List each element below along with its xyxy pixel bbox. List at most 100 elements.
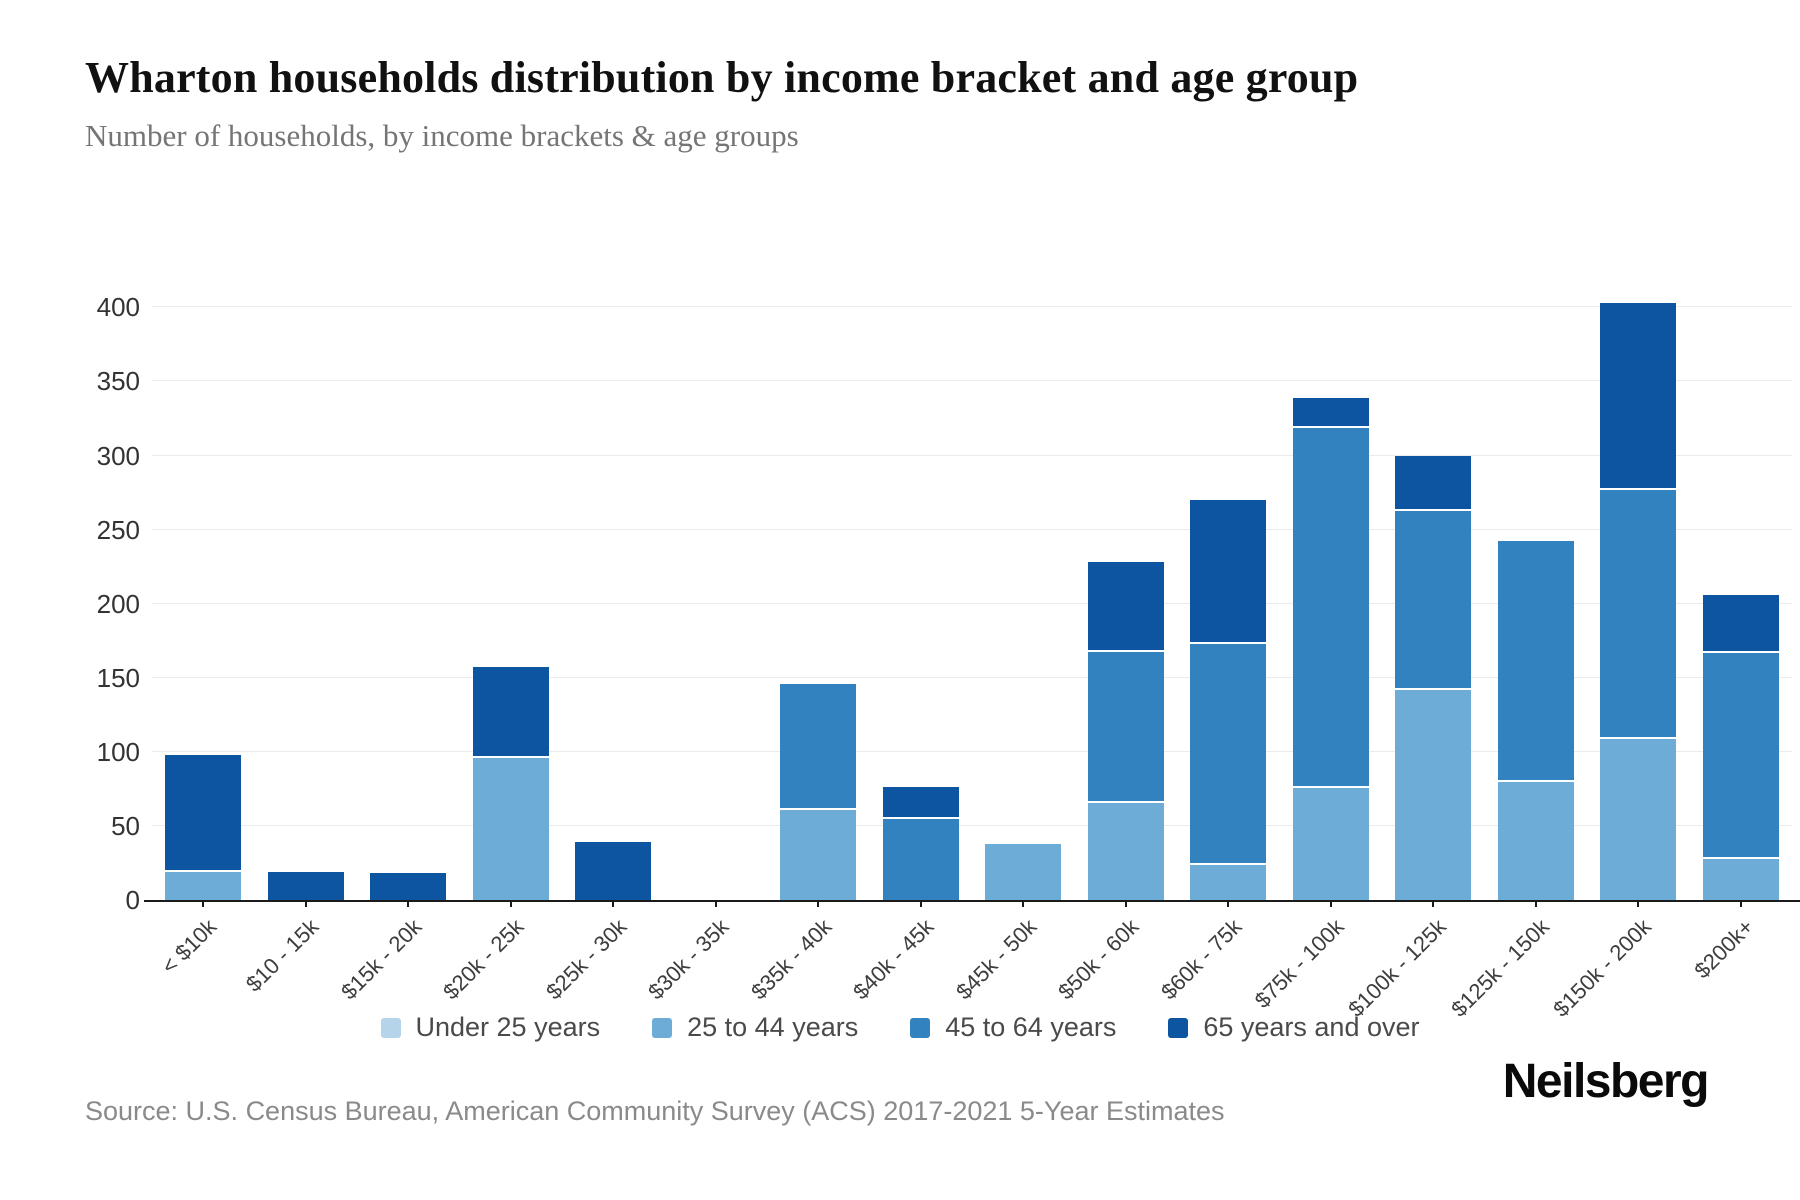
bar-segment[interactable] bbox=[1087, 800, 1164, 900]
gridline-y-50 bbox=[152, 824, 1792, 826]
x-tick-label: $20k - 25k bbox=[438, 914, 529, 1005]
bar-segment[interactable] bbox=[1292, 785, 1369, 900]
y-tick-label-400: 400 bbox=[96, 292, 140, 323]
y-tick-label-0: 0 bbox=[125, 885, 140, 915]
x-tick-label: $10 - 15k bbox=[240, 914, 324, 997]
bar-segment[interactable] bbox=[780, 683, 857, 809]
x-tick-mark bbox=[1227, 900, 1230, 907]
bar-slot-5: $30k - 35k bbox=[643, 260, 768, 1004]
bar-segment[interactable] bbox=[1497, 541, 1574, 780]
bar-segment[interactable] bbox=[882, 787, 959, 818]
x-tick-label: < $10k bbox=[156, 914, 221, 979]
bar-segment[interactable] bbox=[882, 817, 959, 900]
gridline-y-150 bbox=[152, 676, 1792, 678]
bar-segment[interactable] bbox=[472, 667, 549, 757]
y-tick-label-150: 150 bbox=[96, 662, 140, 693]
x-tick-mark bbox=[1739, 900, 1742, 907]
x-tick-mark bbox=[509, 900, 512, 907]
legend-label: 65 years and over bbox=[1203, 1012, 1420, 1042]
stacked-bar-9 bbox=[1087, 562, 1164, 900]
bar-segment[interactable] bbox=[985, 843, 1062, 900]
legend-swatch-icon bbox=[910, 1017, 931, 1038]
x-tick-mark bbox=[1432, 900, 1435, 907]
chart-legend: Under 25 years 25 to 44 years 45 to 64 yea… bbox=[0, 1012, 1800, 1043]
bar-slot-13: $125k - 150k bbox=[1446, 260, 1588, 1022]
bar-segment[interactable] bbox=[1395, 455, 1472, 509]
x-tick-mark bbox=[1124, 900, 1127, 907]
y-tick-label-350: 350 bbox=[96, 366, 140, 397]
bar-segment[interactable] bbox=[575, 842, 652, 900]
legend-label: Under 25 years bbox=[415, 1012, 601, 1042]
bar-segment[interactable] bbox=[1395, 688, 1472, 900]
bar-slot-11: $75k - 100k bbox=[1249, 260, 1383, 1013]
stacked-bar-0 bbox=[165, 754, 242, 900]
bar-slot-6: $35k - 40k bbox=[746, 260, 870, 1004]
x-tick-mark bbox=[612, 900, 615, 907]
x-tick-label: $125k - 150k bbox=[1445, 914, 1554, 1022]
x-tick-mark bbox=[1534, 900, 1537, 907]
x-tick-mark bbox=[817, 900, 820, 907]
legend-item-0[interactable]: Under 25 years bbox=[380, 1012, 601, 1043]
bar-segment[interactable] bbox=[1702, 651, 1779, 858]
bar-segment[interactable] bbox=[1292, 397, 1369, 426]
bar-segment[interactable] bbox=[1087, 562, 1164, 650]
legend-item-1[interactable]: 25 to 44 years bbox=[652, 1012, 858, 1043]
bar-segment[interactable] bbox=[780, 808, 857, 900]
bar-slot-7: $40k - 45k bbox=[848, 260, 973, 1004]
bar-segment[interactable] bbox=[165, 754, 242, 871]
bar-segment[interactable] bbox=[1395, 508, 1472, 689]
bar-segment[interactable] bbox=[1600, 303, 1677, 489]
bar-slot-14: $150k - 200k bbox=[1548, 260, 1690, 1022]
gridline-y-350 bbox=[152, 380, 1792, 382]
x-tick-mark bbox=[1022, 900, 1025, 907]
stacked-bar-8 bbox=[985, 843, 1062, 900]
stacked-bar-3 bbox=[472, 667, 549, 900]
bar-segment[interactable] bbox=[1190, 642, 1267, 863]
x-tick-label: $75k - 100k bbox=[1249, 914, 1349, 1013]
bar-slot-4: $25k - 30k bbox=[541, 260, 665, 1004]
x-tick-label: $30k - 35k bbox=[643, 914, 734, 1005]
stacked-bar-10 bbox=[1190, 500, 1267, 900]
bar-segment[interactable] bbox=[1190, 500, 1267, 643]
gridline-y-100 bbox=[152, 750, 1792, 752]
y-tick-label-200: 200 bbox=[96, 588, 140, 619]
stacked-bar-4 bbox=[575, 842, 652, 900]
bar-slot-3: $20k - 25k bbox=[438, 260, 563, 1004]
bar-slot-1: $10 - 15k bbox=[241, 260, 358, 997]
stacked-bar-12 bbox=[1395, 455, 1472, 900]
bar-segment[interactable] bbox=[1497, 780, 1574, 900]
legend-label: 45 to 64 years bbox=[945, 1012, 1117, 1042]
x-tick-label: $60k - 75k bbox=[1155, 914, 1246, 1005]
gridline-y-200 bbox=[152, 602, 1792, 604]
x-tick-label: $25k - 30k bbox=[540, 914, 631, 1005]
bar-segment[interactable] bbox=[1702, 857, 1779, 900]
bar-segment[interactable] bbox=[267, 871, 344, 900]
gridline-y-300 bbox=[152, 454, 1792, 456]
x-tick-mark bbox=[1329, 900, 1332, 907]
bar-segment[interactable] bbox=[1190, 862, 1267, 900]
bar-segment[interactable] bbox=[1087, 649, 1164, 801]
y-tick-label-100: 100 bbox=[96, 736, 140, 767]
x-tick-label: $100k - 125k bbox=[1343, 914, 1451, 1022]
bar-segment[interactable] bbox=[1702, 594, 1779, 652]
bar-segment[interactable] bbox=[165, 870, 242, 900]
x-tick-mark bbox=[1637, 900, 1640, 907]
brand-logo: Neilsberg bbox=[1502, 1055, 1710, 1108]
stacked-bar-6 bbox=[780, 683, 857, 900]
bar-segment[interactable] bbox=[472, 756, 549, 900]
bar-slot-10: $60k - 75k bbox=[1156, 260, 1280, 1004]
x-tick-mark bbox=[202, 900, 205, 907]
legend-item-3[interactable]: 65 years and over bbox=[1168, 1012, 1420, 1043]
bar-segment[interactable] bbox=[1600, 737, 1677, 900]
bar-segment[interactable] bbox=[370, 873, 447, 900]
x-tick-mark bbox=[407, 900, 410, 907]
bar-segment[interactable] bbox=[1292, 425, 1369, 786]
legend-swatch-icon bbox=[380, 1017, 401, 1038]
x-tick-label: $40k - 45k bbox=[848, 914, 939, 1005]
x-tick-mark bbox=[714, 900, 717, 907]
bar-slot-15: $200k+ bbox=[1689, 260, 1793, 983]
x-tick-label: $15k - 20k bbox=[335, 914, 426, 1005]
bar-segment[interactable] bbox=[1600, 488, 1677, 738]
legend-item-2[interactable]: 45 to 64 years bbox=[910, 1012, 1116, 1043]
x-tick-label: $45k - 50k bbox=[950, 914, 1041, 1005]
